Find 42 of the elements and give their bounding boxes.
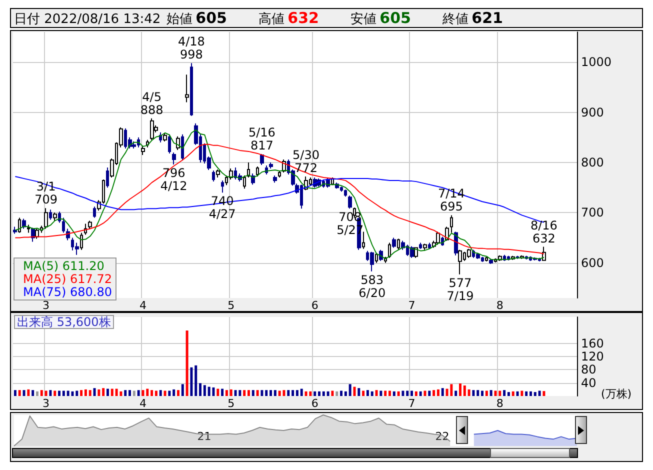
x-tick-label: 7 <box>408 299 416 312</box>
x-tick-label: 7 <box>408 397 416 410</box>
text: 終値 621 <box>442 9 503 27</box>
text: MA(25) 617.72 <box>23 272 112 286</box>
x-tick-label: 8 <box>496 299 504 312</box>
chart-title: 出来高 53,600株 <box>17 315 111 329</box>
text: 安値 605 <box>350 9 411 27</box>
annotation: 796 4/12 <box>160 166 188 193</box>
x-tick-label: 3 <box>42 397 50 410</box>
x-tick-label: 6 <box>311 299 318 312</box>
x-tick-label: 21 <box>197 430 212 443</box>
text: 高値 632 <box>258 9 319 27</box>
x-tick-label: 4 <box>139 397 146 410</box>
chart-title: 日付 2022/08/16 13:42 <box>14 12 161 27</box>
y-tick-label: 40 <box>581 376 596 390</box>
annotation: 7/14 695 <box>438 186 465 214</box>
x-tick-label: 5 <box>228 397 235 410</box>
x-tick-label: 3 <box>42 299 50 312</box>
text: 始値 605 <box>166 9 227 27</box>
text: MA(75) 680.80 <box>23 285 112 299</box>
annotation: 4/18 998 <box>178 34 205 62</box>
x-tick-label: 8 <box>496 397 504 410</box>
y-tick-label: 80 <box>581 362 596 377</box>
y-tick-label: 900 <box>581 105 604 120</box>
y-tick-label: 700 <box>581 206 604 220</box>
y-tick-label: 800 <box>581 155 604 170</box>
text: MA(5) 611.20 <box>23 259 104 273</box>
x-tick-label: 5 <box>228 299 235 312</box>
y-tick-label: 600 <box>581 256 604 270</box>
annotation: 8/16 632 <box>530 218 558 246</box>
annotation: 5/16 817 <box>248 125 276 152</box>
y-axis-title: (万株) <box>601 388 632 401</box>
x-tick-label: 4 <box>139 299 146 312</box>
annotation: 5/30 772 <box>292 148 320 176</box>
y-tick-label: 1000 <box>581 55 612 70</box>
x-tick-label: 6 <box>311 397 318 410</box>
y-tick-label: 160 <box>581 336 604 350</box>
annotation: 4/5 888 <box>140 90 164 117</box>
annotation: 583 6/20 <box>358 272 386 300</box>
y-tick-label: 120 <box>581 350 604 364</box>
annotation: 577 7/19 <box>446 276 474 303</box>
x-tick-label: 22 <box>435 430 450 443</box>
